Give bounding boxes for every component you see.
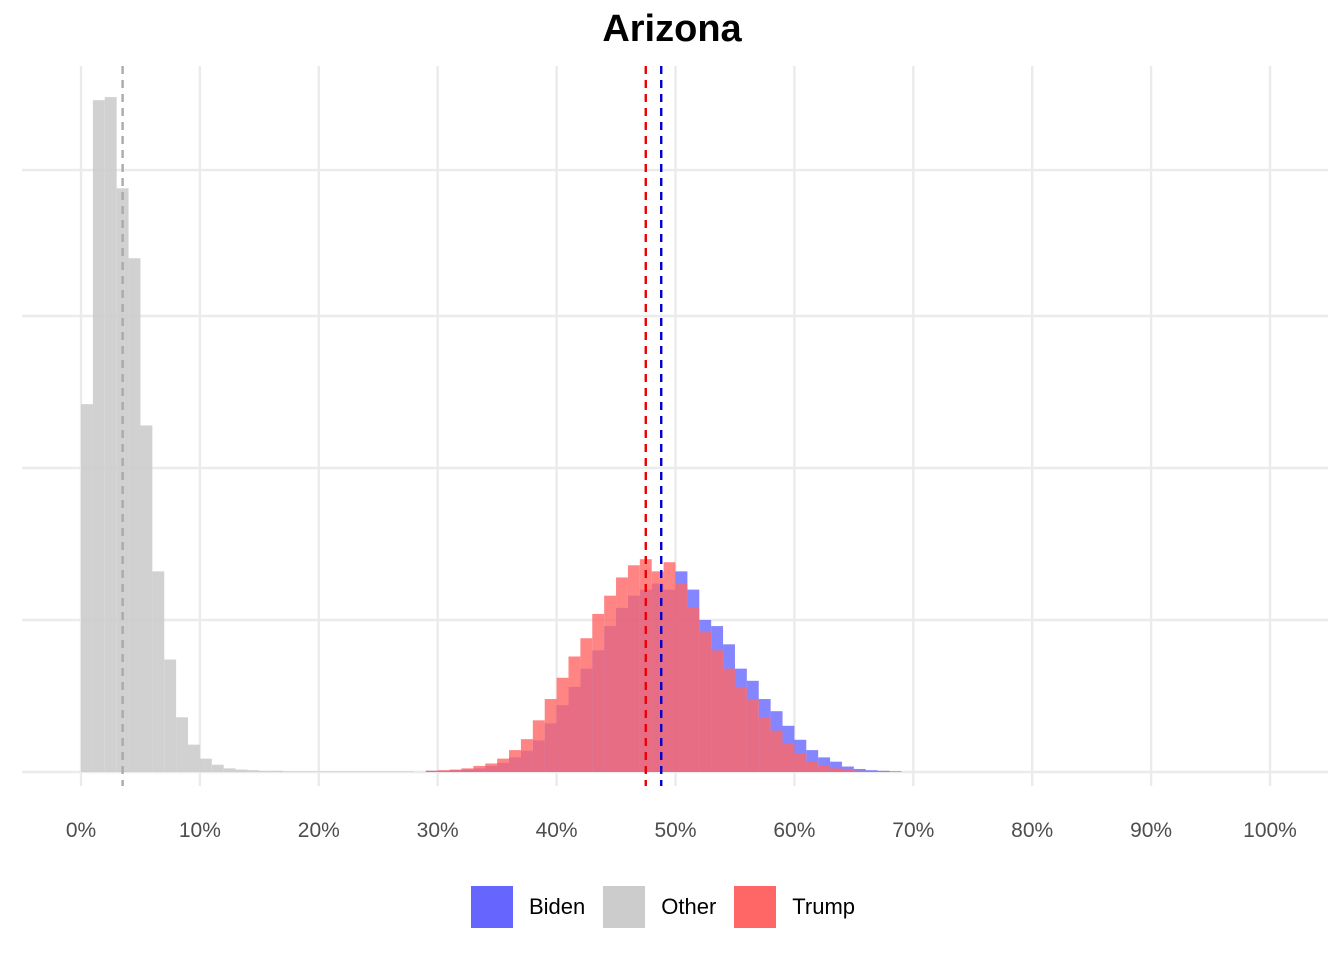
bar-trump-32	[806, 761, 819, 772]
x-tick-label-9: 90%	[1130, 819, 1172, 842]
bar-other-19	[306, 771, 319, 772]
bar-other-4	[128, 258, 141, 772]
bar-trump-31	[794, 753, 807, 772]
bar-trump-25	[723, 668, 735, 772]
bar-other-2	[104, 97, 117, 773]
bar-other-5	[140, 425, 153, 772]
x-tick-label-0: 0%	[66, 819, 96, 842]
x-tick-label-2: 20%	[298, 819, 340, 842]
x-tick-label-7: 70%	[892, 819, 934, 842]
legend-item-trump: Trump	[734, 886, 863, 928]
x-tick-label-5: 50%	[654, 819, 696, 842]
chart-title: Arizona	[602, 8, 742, 50]
legend-item-biden: Biden	[470, 886, 593, 928]
bar-trump-24	[711, 650, 724, 772]
bar-trump-29	[770, 730, 783, 772]
legend: Biden Other Trump	[0, 886, 1344, 928]
bar-trump-16	[616, 577, 628, 772]
legend-label: Other	[661, 894, 717, 919]
bar-other-17	[283, 771, 296, 772]
bar-trump-10	[544, 699, 557, 772]
bar-trump-7	[509, 750, 521, 772]
bar-other-11	[211, 764, 224, 772]
bar-other-7	[164, 659, 177, 772]
x-tick-label-3: 30%	[417, 819, 459, 842]
legend-item-other: Other	[603, 886, 724, 928]
bar-other-12	[223, 768, 236, 772]
bar-trump-26	[734, 686, 747, 772]
bar-other-8	[176, 717, 189, 772]
bar-biden-35	[841, 766, 854, 772]
bar-other-14	[247, 770, 260, 772]
bar-other-27	[402, 771, 414, 772]
bar-other-0	[81, 404, 93, 772]
bar-trump-23	[699, 632, 712, 772]
bar-trump-20	[663, 562, 676, 772]
bar-trump-21	[675, 583, 688, 772]
bar-trump-5	[485, 763, 498, 772]
bar-biden-32	[806, 750, 819, 772]
bar-trump-6	[497, 758, 510, 772]
bar-biden-37	[865, 770, 878, 772]
bar-trump-22	[687, 607, 700, 772]
bar-trump-28	[758, 717, 771, 772]
bar-trump-1	[437, 770, 450, 772]
bar-trump-15	[604, 595, 617, 772]
legend-swatch-biden	[470, 886, 513, 928]
x-tick-label-10: 100%	[1243, 819, 1297, 842]
bar-trump-13	[580, 638, 593, 772]
bar-other-22	[342, 771, 355, 772]
bar-trump-11	[556, 677, 569, 772]
bar-trump-18	[639, 559, 652, 772]
bar-trump-17	[627, 565, 640, 772]
legend-swatch-other	[603, 886, 646, 928]
bar-trump-8	[520, 739, 533, 772]
bar-trump-35	[841, 769, 854, 772]
bar-trump-19	[651, 571, 664, 772]
bar-other-24	[366, 771, 379, 772]
bar-trump-0	[425, 770, 438, 772]
bar-trump-37	[865, 771, 878, 772]
x-tick-label-1: 10%	[179, 819, 221, 842]
x-tick-label-8: 80%	[1011, 819, 1053, 842]
bar-trump-33	[818, 765, 831, 772]
bar-other-21	[330, 771, 343, 772]
legend-label: Biden	[528, 894, 586, 919]
bar-trump-14	[592, 613, 605, 772]
bar-trump-3	[461, 768, 474, 772]
bar-other-16	[271, 770, 284, 772]
x-tick-label-4: 40%	[536, 819, 578, 842]
bar-biden-38	[877, 770, 890, 772]
legend-swatch-trump	[734, 886, 777, 928]
bar-trump-9	[532, 720, 545, 772]
legend-label: Trump	[792, 894, 856, 919]
bar-other-1	[92, 100, 105, 772]
bar-other-23	[354, 771, 367, 772]
bar-trump-36	[853, 770, 866, 772]
bar-other-10	[199, 758, 212, 772]
bar-other-13	[235, 769, 248, 772]
bar-biden-34	[830, 761, 842, 772]
bar-biden-36	[853, 768, 866, 772]
bar-other-26	[390, 771, 403, 772]
bar-trump-38	[877, 771, 890, 772]
bar-other-6	[152, 571, 165, 772]
bar-other-25	[378, 771, 391, 772]
bar-trump-4	[473, 765, 486, 772]
bar-trump-34	[830, 768, 842, 772]
bar-trump-30	[782, 744, 795, 772]
bar-other-9	[188, 744, 200, 772]
bar-trump-39	[889, 771, 902, 772]
x-tick-label-6: 60%	[773, 819, 815, 842]
bar-other-20	[318, 771, 331, 772]
bar-biden-33	[818, 757, 831, 772]
bar-other-18	[295, 771, 307, 772]
bar-trump-2	[449, 769, 462, 772]
bar-trump-12	[568, 656, 581, 772]
bar-other-15	[259, 770, 272, 772]
bar-trump-27	[746, 699, 759, 772]
bar-other-3	[116, 188, 129, 772]
